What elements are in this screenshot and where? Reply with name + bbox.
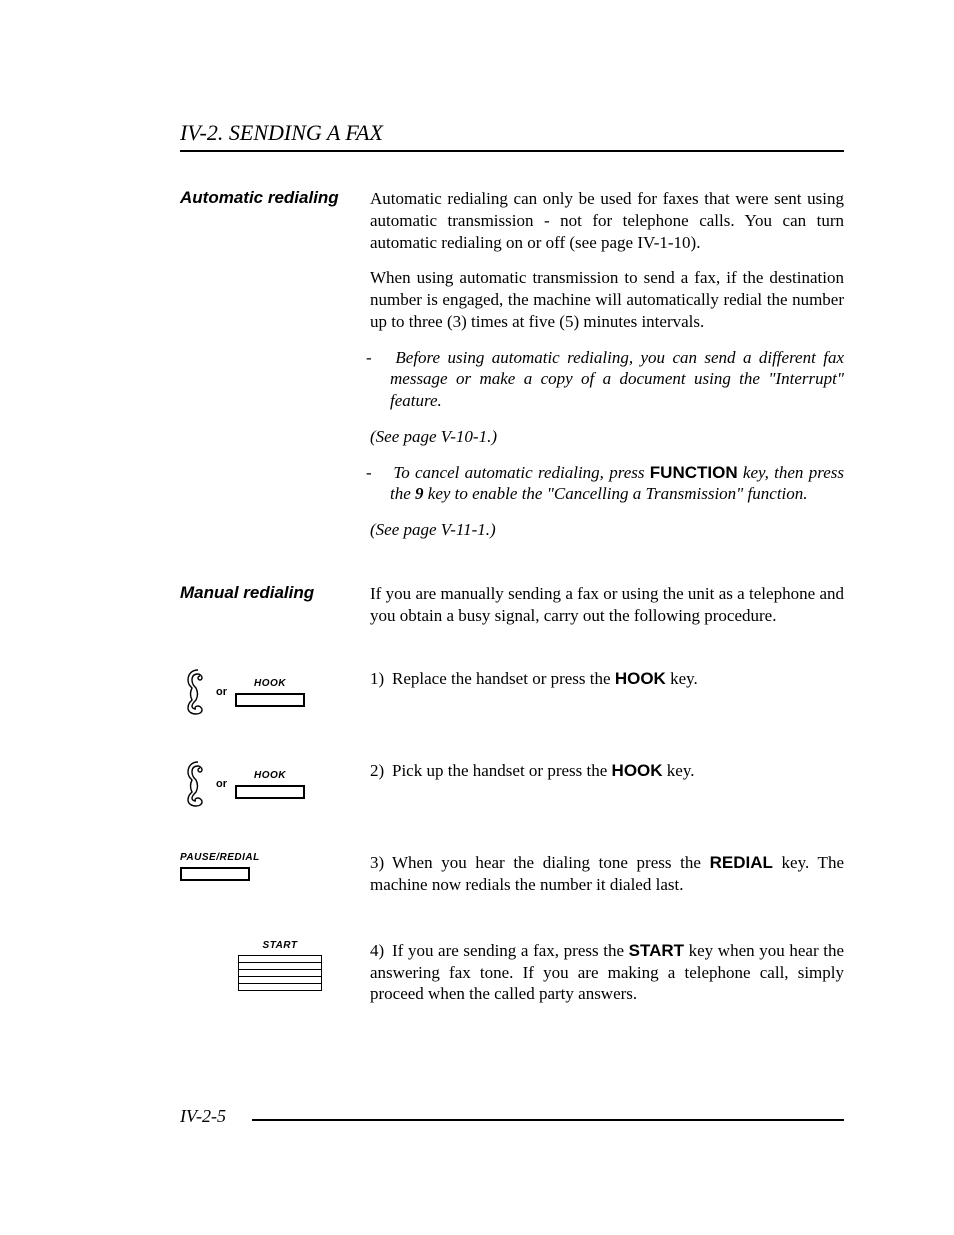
footer-rule	[252, 1119, 844, 1121]
auto-bullet-1-text: Before using automatic redialing, you ca…	[390, 348, 844, 411]
auto-p1: Automatic redialing can only be used for…	[370, 188, 844, 253]
s2b: key.	[663, 761, 695, 780]
manual-intro: If you are manually sending a fax or usi…	[370, 583, 844, 627]
auto-bullet-2: - To cancel automatic redialing, press F…	[370, 462, 844, 506]
auto-p2: When using automatic transmission to sen…	[370, 267, 844, 332]
step-2-num: 2)	[370, 760, 392, 782]
hook-label: HOOK	[254, 770, 286, 781]
step-4: START 4)If you are sending a fax, press …	[180, 940, 844, 1005]
step-3: PAUSE/REDIAL 3)When you hear the dialing…	[180, 852, 844, 896]
start-label: START	[263, 940, 298, 951]
step-4-text: 4)If you are sending a fax, press the ST…	[370, 940, 844, 1005]
auto-see-1: (See page V-10-1.)	[370, 426, 844, 448]
step-3-text: 3)When you hear the dialing tone press t…	[370, 852, 844, 896]
s1key: HOOK	[615, 669, 666, 688]
s1a: Replace the handset or press the	[392, 669, 615, 688]
function-key-text: FUNCTION	[650, 463, 738, 482]
s3a: When you hear the dialing tone press the	[392, 853, 710, 872]
side-column-manual: Manual redialing	[180, 583, 370, 603]
step-4-num: 4)	[370, 940, 392, 962]
s4key: START	[629, 941, 684, 960]
nine-key-text: 9	[415, 484, 424, 503]
chapter-title: IV-2. SENDING A FAX	[180, 120, 844, 152]
auto-b2-post: key to enable the "Cancelling a Transmis…	[424, 484, 808, 503]
step-3-num: 3)	[370, 852, 392, 874]
page-number: IV-2-5	[180, 1106, 252, 1127]
step-1-num: 1)	[370, 668, 392, 690]
handset-icon	[180, 668, 208, 716]
section-automatic: Automatic redialing Automatic redialing …	[180, 188, 844, 555]
step-2-text: 2)Pick up the handset or press the HOOK …	[370, 760, 844, 782]
or-text: or	[216, 778, 227, 790]
body-manual: If you are manually sending a fax or usi…	[370, 583, 844, 641]
s3key: REDIAL	[710, 853, 773, 872]
fax-icon	[238, 955, 322, 991]
s1b: key.	[666, 669, 698, 688]
redial-key-icon	[180, 867, 250, 881]
auto-b2-pre: To cancel automatic redialing, press	[393, 463, 649, 482]
step-1: or HOOK 1)Replace the handset or press t…	[180, 668, 844, 716]
section-manual: Manual redialing If you are manually sen…	[180, 583, 844, 641]
hook-key-icon	[235, 785, 305, 799]
step-1-text: 1)Replace the handset or press the HOOK …	[370, 668, 844, 690]
handset-icon	[180, 760, 208, 808]
step-2-icons: or HOOK	[180, 760, 370, 808]
auto-see-2: (See page V-11-1.)	[370, 519, 844, 541]
page: IV-2. SENDING A FAX Automatic redialing …	[0, 0, 954, 1235]
hook-key-icon	[235, 693, 305, 707]
body-automatic: Automatic redialing can only be used for…	[370, 188, 844, 555]
s2a: Pick up the handset or press the	[392, 761, 612, 780]
pause-redial-label: PAUSE/REDIAL	[180, 852, 260, 863]
or-text: or	[216, 686, 227, 698]
step-2: or HOOK 2)Pick up the handset or press t…	[180, 760, 844, 808]
s4a: If you are sending a fax, press the	[392, 941, 629, 960]
hook-label: HOOK	[254, 678, 286, 689]
auto-bullet-1: - Before using automatic redialing, you …	[370, 347, 844, 412]
step-4-icons: START	[180, 940, 370, 991]
heading-automatic: Automatic redialing	[180, 188, 360, 208]
side-column: Automatic redialing	[180, 188, 370, 208]
page-footer: IV-2-5	[180, 1106, 844, 1127]
s2key: HOOK	[612, 761, 663, 780]
heading-manual: Manual redialing	[180, 583, 360, 603]
step-3-icons: PAUSE/REDIAL	[180, 852, 370, 881]
step-1-icons: or HOOK	[180, 668, 370, 716]
